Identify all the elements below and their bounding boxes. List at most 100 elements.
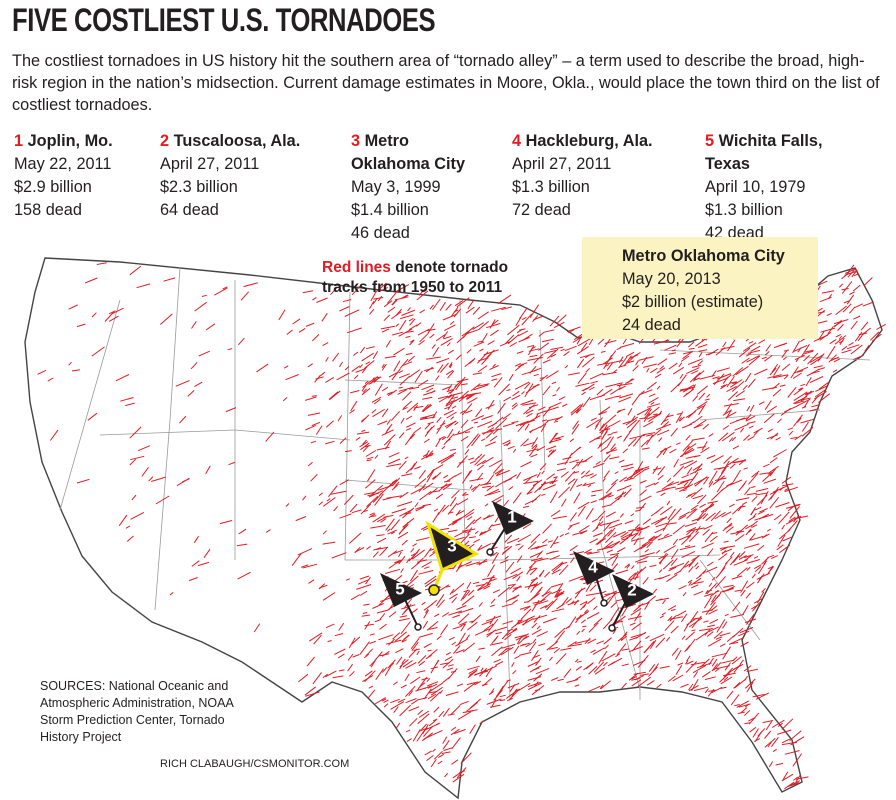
track: [472, 306, 481, 315]
track: [392, 299, 398, 306]
track: [489, 615, 496, 625]
track: [435, 493, 444, 500]
track: [692, 395, 699, 402]
track: [732, 459, 745, 464]
track: [336, 372, 350, 381]
track: [418, 288, 426, 296]
track: [662, 599, 666, 605]
track: [381, 429, 394, 436]
track: [483, 514, 491, 520]
track: [562, 403, 568, 407]
track: [379, 547, 388, 557]
track: [430, 490, 441, 493]
track: [553, 420, 559, 423]
track: [366, 495, 379, 508]
track: [524, 382, 531, 390]
track: [752, 602, 761, 612]
track: [603, 522, 612, 532]
track: [796, 417, 802, 423]
track: [779, 544, 791, 554]
track: [588, 685, 601, 693]
track: [443, 480, 451, 483]
track: [424, 566, 430, 569]
track: [604, 644, 609, 650]
track: [502, 413, 511, 420]
track: [654, 577, 662, 581]
track: [496, 468, 504, 476]
track: [451, 396, 459, 400]
track: [443, 433, 455, 446]
track: [444, 406, 450, 410]
track: [685, 455, 697, 459]
track: [477, 365, 488, 373]
track: [91, 346, 105, 357]
track: [452, 392, 463, 396]
track: [499, 341, 511, 347]
track: [521, 313, 533, 326]
track: [748, 515, 756, 522]
track: [833, 319, 849, 325]
track: [775, 436, 781, 441]
track: [479, 531, 483, 536]
track: [629, 622, 636, 626]
track: [364, 670, 373, 677]
track: [431, 464, 444, 472]
track: [448, 610, 463, 616]
track: [473, 341, 485, 347]
track: [781, 349, 788, 358]
track: [582, 625, 587, 628]
track: [637, 654, 649, 668]
track: [800, 383, 806, 387]
track: [778, 511, 790, 525]
track: [426, 678, 431, 683]
track: [734, 589, 742, 592]
track: [598, 492, 612, 501]
track: [746, 681, 754, 693]
track: [611, 555, 619, 567]
track: [583, 662, 594, 671]
track: [763, 533, 770, 538]
track: [723, 455, 732, 464]
track: [307, 363, 313, 368]
track: [409, 386, 420, 390]
track: [500, 646, 514, 656]
track: [555, 652, 567, 665]
track: [706, 454, 716, 460]
track: [522, 635, 530, 640]
track: [671, 647, 679, 656]
track: [553, 648, 561, 654]
track: [582, 396, 591, 408]
track: [575, 665, 582, 671]
track: [416, 676, 428, 691]
track: [639, 480, 647, 484]
track: [645, 635, 650, 640]
track: [372, 551, 379, 558]
track: [690, 584, 699, 589]
track: [735, 365, 749, 376]
track: [826, 345, 836, 360]
track: [372, 350, 379, 360]
track: [652, 663, 660, 673]
track: [467, 397, 478, 404]
track: [442, 736, 448, 744]
track: [298, 673, 309, 683]
track: [431, 344, 436, 349]
track: [623, 430, 632, 442]
track: [784, 488, 789, 491]
track: [421, 601, 426, 606]
track: [461, 595, 475, 606]
track: [666, 522, 677, 525]
track: [654, 373, 662, 379]
track: [449, 452, 457, 457]
track: [507, 445, 515, 450]
track: [663, 533, 670, 537]
track: [813, 334, 829, 342]
track: [751, 573, 756, 579]
track: [397, 531, 409, 539]
track: [499, 699, 506, 702]
track: [543, 329, 555, 333]
track: [801, 421, 809, 432]
track: [677, 479, 690, 486]
track: [126, 535, 134, 542]
track: [724, 662, 731, 671]
